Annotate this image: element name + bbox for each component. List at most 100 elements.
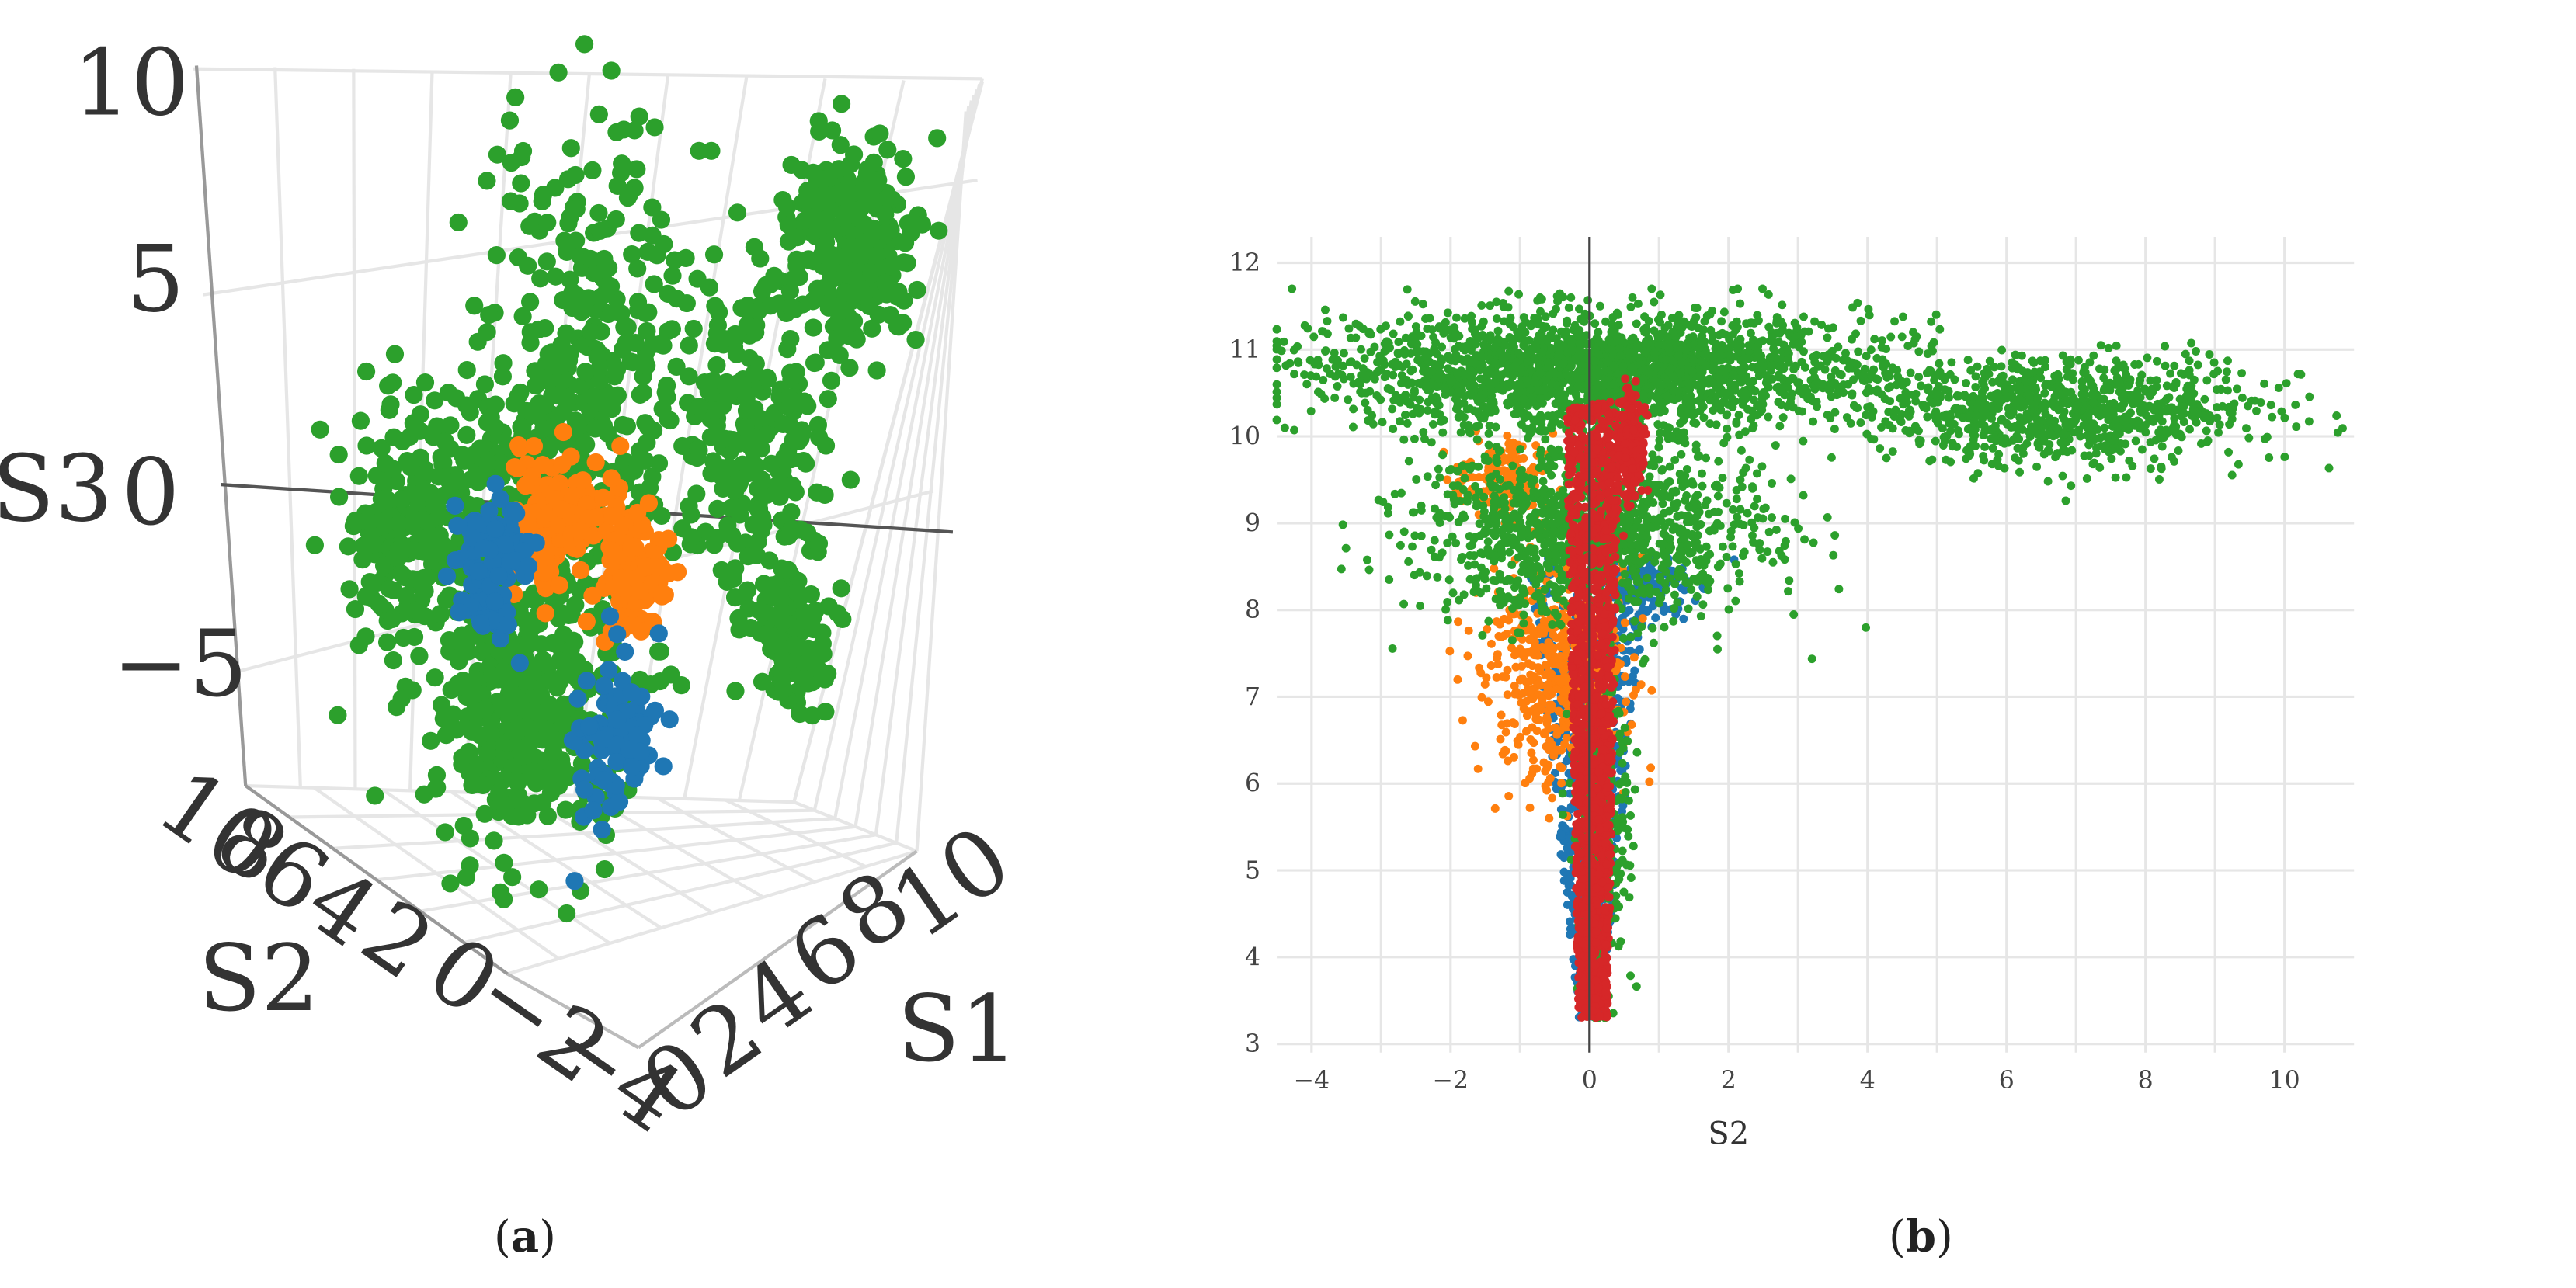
data-point (379, 377, 398, 395)
data-point (475, 804, 494, 823)
data-point (1583, 296, 1593, 305)
data-point (816, 436, 836, 455)
data-point (538, 214, 557, 232)
data-point (753, 470, 771, 489)
data-point (791, 638, 809, 657)
data-point (749, 533, 767, 551)
data-point (809, 112, 828, 130)
data-point (508, 459, 527, 477)
data-point (589, 203, 608, 223)
data-point (1427, 438, 1436, 447)
data-point (773, 652, 792, 671)
data-point (516, 477, 535, 495)
data-point (1490, 564, 1499, 573)
data-point (728, 498, 747, 517)
data-point (589, 105, 608, 123)
data-point (1504, 439, 1514, 449)
data-point (704, 245, 724, 264)
grid-line (915, 111, 968, 852)
data-point (499, 616, 517, 634)
data-point (1547, 669, 1556, 679)
data-point (783, 477, 802, 495)
data-point (1302, 380, 1312, 389)
data-point (1856, 316, 1865, 325)
data-point (1525, 803, 1535, 812)
data-point (867, 361, 886, 380)
data-point (1563, 887, 1572, 897)
data-point (305, 536, 324, 554)
data-point (788, 228, 807, 247)
axis-edge (506, 972, 640, 1050)
data-point (348, 512, 367, 531)
data-point (798, 523, 817, 542)
data-point (878, 141, 897, 159)
data-point (1709, 406, 1718, 415)
data-point (1528, 661, 1537, 671)
data-point (625, 121, 644, 140)
data-point (1376, 325, 1385, 334)
data-point (491, 489, 509, 508)
data-point (1862, 352, 1871, 361)
data-point (466, 670, 485, 689)
data-point (593, 820, 611, 839)
data-point (530, 880, 548, 899)
data-point (832, 95, 851, 113)
data-point (571, 522, 589, 540)
data-point (1636, 680, 1646, 689)
data-point (726, 559, 745, 578)
data-point (1464, 626, 1473, 635)
grid-line (376, 825, 856, 882)
data-point (718, 516, 737, 535)
data-point (608, 710, 627, 729)
chart-a: −5 0 5 10 −4 −2 0 2 4 6 8 10 0 2 4 6 8 10 S3 S2 S1 (0, 0, 1212, 1288)
data-point (690, 398, 709, 416)
data-point (640, 478, 659, 498)
data-point (1300, 370, 1309, 380)
data-point (618, 318, 637, 336)
data-point (829, 160, 848, 179)
data-point (360, 573, 379, 592)
data-point (645, 118, 664, 137)
data-point (645, 275, 663, 293)
data-point (550, 651, 569, 671)
data-point (1403, 285, 1412, 294)
data-point (426, 668, 444, 687)
data-point (1622, 697, 1631, 706)
data-point (796, 610, 815, 630)
data-point (862, 265, 881, 283)
grid-line (463, 841, 897, 945)
data-point (1532, 727, 1542, 736)
data-point (509, 248, 528, 267)
data-point (1477, 300, 1486, 310)
data-point (649, 624, 668, 643)
data-point (1580, 317, 1589, 326)
data-point (1493, 654, 1502, 663)
data-point (719, 386, 738, 404)
data-point (1503, 665, 1512, 675)
data-point (814, 644, 833, 663)
data-point (794, 669, 814, 688)
data-point (1503, 690, 1512, 700)
data-point (844, 145, 864, 164)
data-point (1453, 675, 1462, 684)
data-point (529, 320, 548, 339)
data-point (572, 561, 590, 580)
data-point (649, 454, 669, 473)
data-point (377, 512, 395, 530)
z-tick-label: 5 (127, 226, 185, 333)
data-point (1866, 345, 1876, 355)
data-point (1646, 763, 1656, 772)
data-point (649, 642, 668, 661)
data-point (1545, 774, 1555, 783)
data-point (621, 352, 640, 371)
data-point (753, 672, 772, 691)
data-point (1529, 738, 1538, 748)
data-point (436, 823, 454, 842)
data-point (353, 550, 372, 569)
data-point (549, 63, 568, 82)
data-point (623, 245, 641, 264)
data-point (1647, 686, 1656, 695)
data-point (1272, 363, 1281, 373)
data-point (426, 391, 444, 410)
data-point (793, 161, 812, 179)
